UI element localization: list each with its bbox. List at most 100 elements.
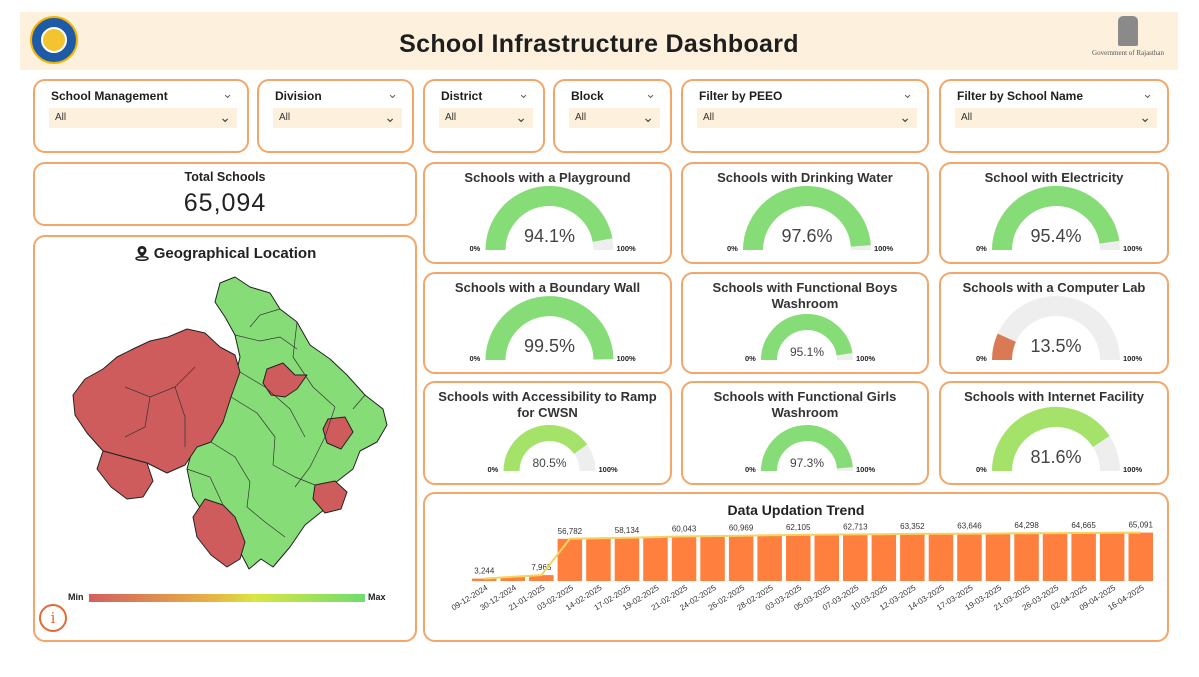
filter-peeo[interactable]: Filter by PEEO ⌄ All ⌄ [681,79,929,153]
chevron-down-icon[interactable]: ⌄ [219,109,231,125]
geo-title-text: Geographical Location [153,245,317,262]
gauge-min-label: 0% [745,354,756,363]
filter-dropdown[interactable]: All ⌄ [697,108,917,128]
trend-bar [728,535,754,581]
info-button[interactable]: i [39,604,67,632]
gauge-max-label: 100% [1123,465,1143,474]
gauge-title: Schools with a Boundary Wall [454,280,641,295]
trend-data-label: 3,244 [474,567,495,576]
chevron-down-icon[interactable]: ⌄ [1142,86,1153,101]
map-region-southwest [192,498,246,568]
trend-bar [643,537,668,581]
gauge-card: Schools with Functional Girls Washroom 97… [681,381,929,485]
chevron-down-icon[interactable]: ⌄ [902,86,913,101]
chevron-down-icon[interactable]: ⌄ [899,109,911,125]
trend-bar [1128,532,1153,581]
gauge-fill [761,425,853,472]
gauge-fill [761,314,853,361]
trend-bar [900,533,925,581]
filter-division[interactable]: Division ⌄ All ⌄ [257,79,414,153]
gauge-arc [743,185,871,251]
legend-min-label: Min [68,592,84,602]
gauge-card: School with Electricity 95.4% 0% 100% [939,162,1169,264]
map-region-west [72,328,241,474]
trend-bar [814,534,839,581]
filter-value: All [961,112,973,123]
filter-school-name[interactable]: Filter by School Name ⌄ All ⌄ [939,79,1169,153]
district-map[interactable] [35,237,419,644]
header: School Infrastructure Dashboard Governme… [20,12,1178,70]
gauge-min-label: 0% [469,244,481,253]
total-schools-label: Total Schools [184,170,266,184]
trend-bar [928,533,954,581]
filter-block[interactable]: Block ⌄ All ⌄ [553,79,672,153]
trend-data-label: 62,105 [786,523,811,532]
page-title: School Infrastructure Dashboard [399,30,799,58]
filter-label: District [441,89,483,103]
chevron-down-icon[interactable]: ⌄ [642,109,654,125]
trend-bar [843,534,868,581]
gauge-value: 97.6% [781,226,833,246]
gauge-card: Schools with a Playground 94.1% 0% 100% [423,162,672,264]
filter-label: Filter by School Name [957,89,1084,103]
gauge-min-label: 0% [745,465,756,474]
chevron-down-icon[interactable]: ⌄ [384,109,396,125]
filter-dropdown[interactable]: All ⌄ [273,108,402,128]
gauge-value: 97.3% [789,456,825,470]
gauge-title: Schools with Drinking Water [717,170,893,185]
gauge-min-label: 0% [976,465,987,474]
gauge-title: Schools with a Computer Lab [962,280,1146,295]
gauge-card: Schools with Drinking Water 97.6% 0% 100% [681,162,929,264]
gauge-arc [485,186,614,251]
trend-data-label: 60,969 [729,524,754,533]
map-region-east-2 [322,416,354,450]
trend-bar [985,533,1011,581]
trend-title: Data Updation Trend [727,502,865,518]
filter-school-management[interactable]: School Management ⌄ All ⌄ [33,79,249,153]
gauge-fill [485,296,614,361]
gauge-max-label: 100% [598,465,618,474]
chevron-down-icon[interactable]: ⌄ [222,86,233,101]
map-region-north [262,362,308,398]
chevron-down-icon[interactable]: ⌄ [515,109,527,125]
chevron-down-icon[interactable]: ⌄ [645,86,656,101]
trend-bar [700,536,725,581]
geo-title: Geographical Location [35,245,415,262]
filter-label: Filter by PEEO [699,89,783,103]
filter-district[interactable]: District ⌄ All ⌄ [423,79,545,153]
gauge-value: 95.1% [789,345,825,359]
gauge-min-label: 0% [727,244,738,253]
trend-bar [757,535,782,581]
trend-data-label: 7,965 [531,563,552,572]
education-department-logo-icon [30,16,78,64]
gauge-fill [992,333,1017,361]
filter-value: All [279,112,291,123]
gauge-value: 13.5% [1030,336,1082,356]
filter-value: All [575,112,587,123]
chevron-down-icon[interactable]: ⌄ [387,86,398,101]
trend-chart: 3,24409-12-202430-12-20247,96521-01-2025… [450,521,1154,613]
gauge-fill [992,185,1120,251]
filter-dropdown[interactable]: All ⌄ [439,108,533,128]
chevron-down-icon[interactable]: ⌄ [1139,109,1151,125]
trend-bar [1071,533,1096,581]
gauge-min-label: 0% [976,354,987,363]
trend-bar [786,534,811,581]
location-pin-icon [134,246,149,262]
trend-data-label: 56,782 [558,527,583,536]
chevron-down-icon[interactable]: ⌄ [518,86,529,101]
filter-dropdown[interactable]: All ⌄ [569,108,660,128]
filter-dropdown[interactable]: All ⌄ [49,108,237,128]
state-emblem-icon [1118,16,1138,46]
trend-data-label: 63,646 [957,522,982,531]
gauge-title: School with Electricity [984,170,1124,185]
trend-data-label: 64,665 [1071,521,1096,530]
emblem-caption: Government of Rajasthan [1092,49,1164,57]
map-region-southeast [312,480,348,514]
trend-bar [614,537,640,581]
gauge-value: 95.4% [1030,226,1082,246]
gauge-title: Schools with Accessibility to Ramp for C… [438,389,657,420]
filter-dropdown[interactable]: All ⌄ [955,108,1157,128]
trend-bar [671,536,697,581]
gauge-value: 94.1% [523,226,576,246]
